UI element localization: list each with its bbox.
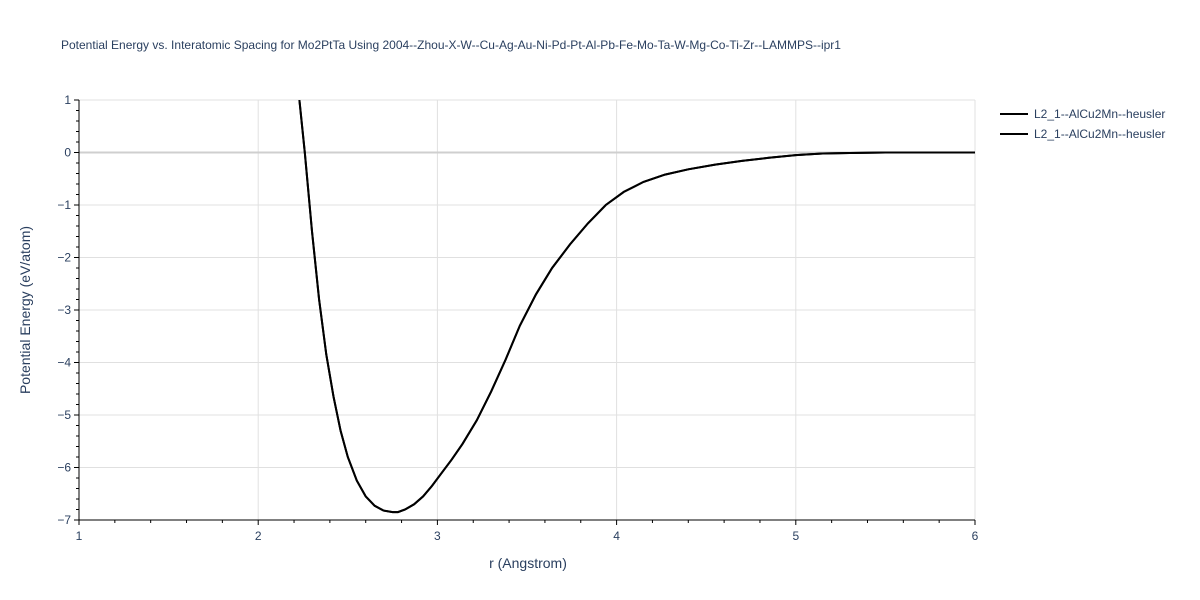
legend-label[interactable]: L2_1--AlCu2Mn--heusler bbox=[1034, 107, 1165, 121]
y-tick-label: −5 bbox=[57, 408, 71, 422]
y-axis-title: Potential Energy (eV/atom) bbox=[17, 226, 33, 394]
x-axis-title: r (Angstrom) bbox=[489, 555, 567, 571]
x-tick-label: 2 bbox=[255, 529, 262, 543]
legend-label[interactable]: L2_1--AlCu2Mn--heusler bbox=[1034, 127, 1165, 141]
x-tick-label: 3 bbox=[434, 529, 441, 543]
y-tick-label: 0 bbox=[64, 146, 71, 160]
y-tick-label: −1 bbox=[57, 198, 71, 212]
series-line-2 bbox=[298, 100, 975, 514]
series-lines bbox=[298, 100, 975, 514]
y-tick-label: −4 bbox=[57, 356, 71, 370]
x-tick-label: 5 bbox=[792, 529, 799, 543]
y-tick-label: −2 bbox=[57, 251, 71, 265]
y-tick-label: 1 bbox=[64, 93, 71, 107]
y-tick-label: −3 bbox=[57, 303, 71, 317]
legend[interactable]: L2_1--AlCu2Mn--heusler L2_1--AlCu2Mn--heu… bbox=[1000, 107, 1165, 141]
y-tick-label: −7 bbox=[57, 513, 71, 527]
x-tick-label: 4 bbox=[613, 529, 620, 543]
y-tick-label: −6 bbox=[57, 461, 71, 475]
chart-title: Potential Energy vs. Interatomic Spacing… bbox=[61, 38, 841, 52]
series-line-1 bbox=[298, 100, 975, 514]
x-tick-label: 6 bbox=[972, 529, 979, 543]
axes: 1 2 3 4 5 6 1 0 −1 −2 −3 −4 −5 −6 −7 bbox=[57, 93, 978, 543]
x-tick-label: 1 bbox=[76, 529, 83, 543]
